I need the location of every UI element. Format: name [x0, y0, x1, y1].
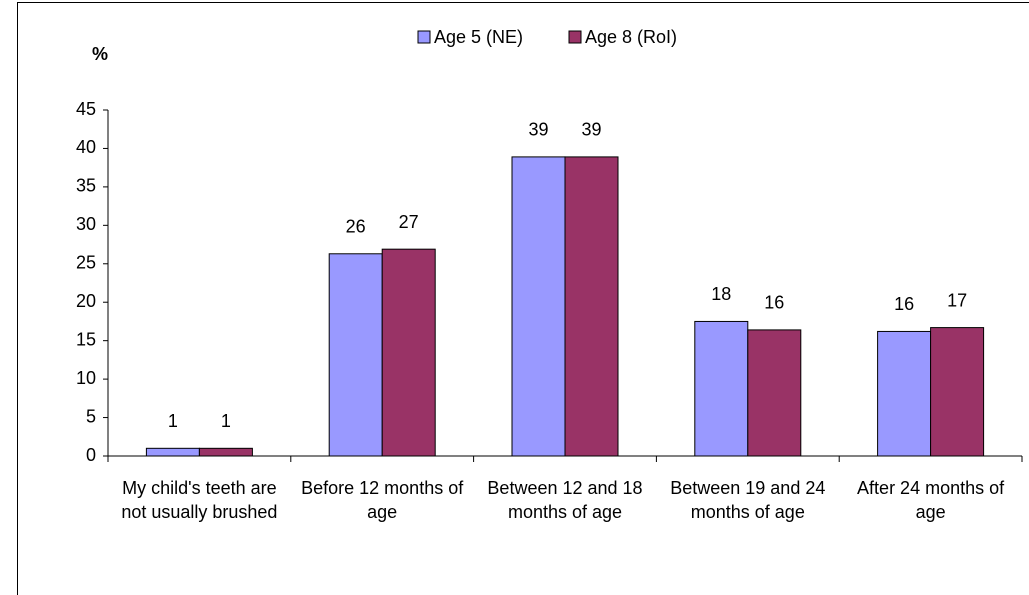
data-label: 39 [528, 120, 548, 140]
y-tick-label: 15 [76, 329, 96, 349]
data-label: 17 [947, 290, 967, 310]
bar [930, 327, 985, 457]
y-tick-label: 5 [86, 406, 96, 426]
data-label: 1 [221, 411, 231, 431]
data-label: 1 [168, 411, 178, 431]
y-tick-label: 20 [76, 291, 96, 311]
bar [145, 447, 200, 457]
bar [747, 329, 802, 457]
bar [381, 248, 436, 457]
legend-label: Age 5 (NE) [434, 27, 523, 47]
legend-swatch [568, 30, 582, 44]
data-label: 27 [399, 212, 419, 232]
y-axis-label: % [92, 44, 108, 64]
bar [511, 156, 566, 457]
data-label: 16 [764, 293, 784, 313]
y-tick-label: 45 [76, 99, 96, 119]
legend-swatch [417, 30, 431, 44]
bar [564, 156, 619, 457]
y-tick-label: 30 [76, 214, 96, 234]
y-tick-label: 10 [76, 368, 96, 388]
data-label: 39 [581, 120, 601, 140]
data-label: 18 [711, 284, 731, 304]
bar [877, 330, 932, 457]
y-tick-label: 25 [76, 253, 96, 273]
x-tick-label: Between 19 and 24 months of age [670, 478, 826, 522]
x-tick-label: Before 12 months of age [301, 478, 464, 522]
legend-label: Age 8 (RoI) [585, 27, 677, 47]
x-tick-label: My child's teeth are not usually brushed [121, 478, 278, 522]
data-label: 26 [346, 217, 366, 237]
chart-frame [17, 2, 1029, 595]
data-label: 16 [894, 294, 914, 314]
bar [198, 447, 253, 457]
y-tick-label: 40 [76, 137, 96, 157]
bar [694, 320, 749, 457]
bar [328, 253, 383, 457]
x-tick-label: Between 12 and 18 months of age [487, 478, 643, 522]
y-tick-label: 35 [76, 176, 96, 196]
x-tick-label: After 24 months of age [857, 478, 1005, 522]
y-tick-label: 0 [86, 445, 96, 465]
